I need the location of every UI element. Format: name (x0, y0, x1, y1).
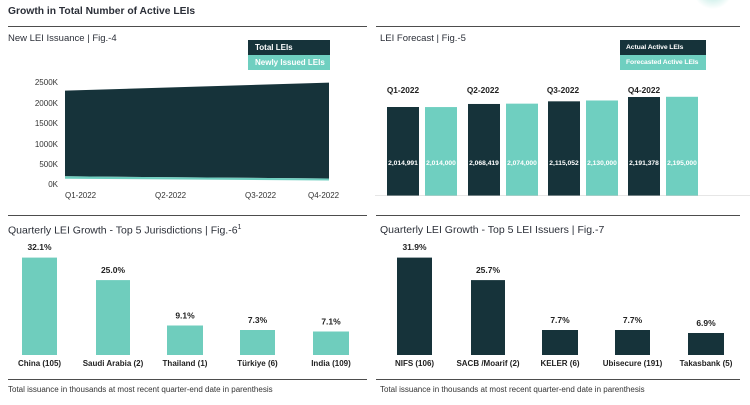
svg-text:Takasbank (5): Takasbank (5) (680, 359, 733, 368)
svg-text:7.7%: 7.7% (550, 315, 570, 325)
svg-text:Saudi Arabia (2): Saudi Arabia (2) (83, 359, 144, 368)
svg-text:SACB /Moarif (2): SACB /Moarif (2) (456, 359, 519, 368)
svg-text:6.9%: 6.9% (696, 318, 716, 328)
svg-text:Ubisecure (191): Ubisecure (191) (603, 359, 663, 368)
svg-text:India (109): India (109) (311, 359, 351, 368)
svg-text:Thailand (1): Thailand (1) (163, 359, 208, 368)
svg-text:32.1%: 32.1% (27, 242, 52, 252)
svg-text:7.7%: 7.7% (623, 315, 643, 325)
svg-text:KELER (6): KELER (6) (540, 359, 579, 368)
svg-text:7.3%: 7.3% (248, 315, 268, 325)
svg-text:25.7%: 25.7% (476, 265, 501, 275)
svg-text:25.0%: 25.0% (101, 265, 126, 275)
svg-text:NIFS (106): NIFS (106) (395, 359, 434, 368)
svg-text:9.1%: 9.1% (175, 311, 195, 321)
svg-text:31.9%: 31.9% (402, 242, 427, 252)
svg-text:China (105): China (105) (18, 359, 61, 368)
svg-text:7.1%: 7.1% (321, 317, 341, 327)
svg-text:Türkiye (6): Türkiye (6) (237, 359, 278, 368)
